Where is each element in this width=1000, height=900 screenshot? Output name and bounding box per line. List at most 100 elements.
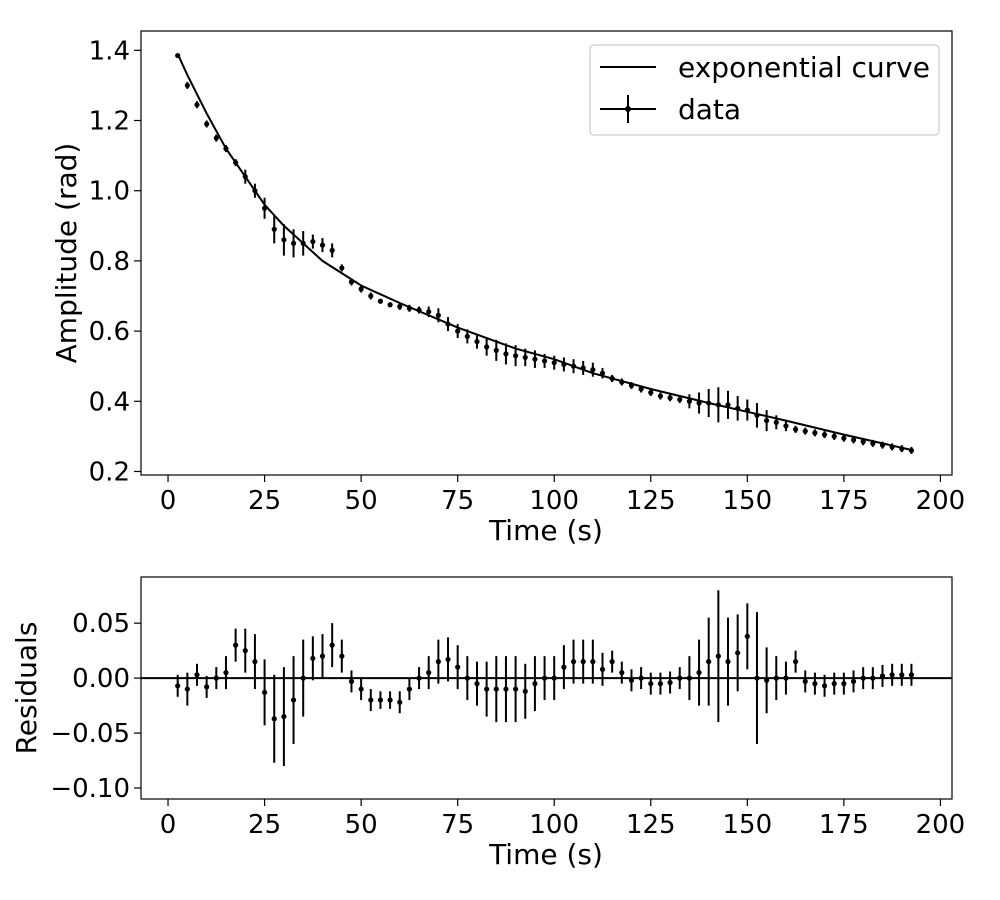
residuals-data-point: [841, 681, 847, 687]
residuals-x-tick-label: 75: [441, 810, 474, 840]
residuals-data-point: [764, 677, 770, 683]
residuals-data-point: [657, 681, 664, 687]
amplitude-data-point: [715, 402, 721, 408]
amplitude-data-point: [561, 361, 567, 368]
amplitude-data-point: [551, 360, 557, 366]
amplitude-data-point: [387, 302, 393, 308]
amplitude-data-point: [541, 358, 548, 364]
legend-frame: [589, 44, 940, 136]
amplitude-data-point: [397, 303, 403, 310]
amplitude-data-point: [677, 396, 683, 403]
amplitude-data-point: [783, 423, 789, 429]
amplitude-data-point: [474, 339, 480, 345]
amplitude-data-point: [764, 417, 770, 424]
amplitude-data-point: [194, 102, 200, 108]
amplitude-x-tick-label: 100: [529, 486, 579, 516]
amplitude-y-axis-label: Amplitude (rad): [50, 143, 83, 364]
amplitude-data-point: [667, 395, 673, 401]
amplitude-data-point: [870, 440, 876, 447]
amplitude-x-tick-label: 200: [916, 486, 966, 516]
amplitude-data-point: [329, 247, 335, 253]
residuals-data-point: [464, 675, 470, 681]
residuals-y-tick-label: −0.05: [50, 719, 130, 749]
amplitude-data-point: [339, 265, 345, 271]
legend-marker-swatch: [625, 106, 631, 112]
amplitude-data-point: [754, 412, 760, 418]
residuals-data-point: [213, 675, 219, 681]
data-points-layer: [175, 52, 915, 454]
residuals-data-point: [802, 678, 808, 685]
amplitude-data-point: [860, 439, 866, 445]
residuals-data-point: [261, 689, 268, 695]
amplitude-data-point: [628, 382, 635, 389]
amplitude-data-point: [522, 354, 528, 361]
amplitude-data-point: [735, 405, 741, 411]
amplitude-y-tick-label: 1.4: [89, 36, 130, 66]
residuals-panel: 0 25 50 75 100 125 150 175 200 −0.10 −0.05 0.00 0.05…: [10, 576, 965, 871]
amplitude-data-point: [744, 407, 750, 413]
amplitude-data-point: [493, 347, 499, 353]
amplitude-x-tick-label: 175: [819, 486, 869, 516]
amplitude-data-point: [204, 121, 210, 127]
residual-points-layer: [175, 590, 915, 767]
residuals-data-point: [551, 675, 557, 681]
amplitude-data-point: [455, 328, 461, 334]
residuals-data-point: [744, 633, 750, 639]
amplitude-data-point: [435, 312, 441, 318]
residuals-data-point: [686, 675, 692, 681]
residuals-data-point: [831, 681, 837, 687]
residuals-data-point: [667, 679, 673, 686]
residuals-data-point: [590, 659, 596, 665]
residuals-data-point: [561, 664, 567, 670]
amplitude-data-point: [233, 160, 239, 166]
amplitude-data-point: [281, 237, 287, 243]
residuals-y-axis-label: Residuals: [10, 622, 43, 755]
amplitude-data-point: [184, 82, 190, 89]
amplitude-data-point: [484, 344, 490, 350]
amplitude-data-point: [175, 52, 181, 59]
residuals-data-point: [484, 686, 490, 692]
residuals-data-point: [455, 664, 461, 670]
amplitude-y-tick-label: 1.2: [89, 107, 130, 137]
residuals-x-tick-label: 100: [529, 810, 579, 840]
residuals-data-point: [532, 681, 538, 687]
amplitude-data-point: [686, 398, 692, 404]
residuals-x-tick-label: 175: [819, 810, 869, 840]
residuals-data-point: [358, 686, 364, 692]
amplitude-y-tick-label: 0.8: [89, 247, 130, 277]
residuals-data-point: [580, 659, 586, 665]
residuals-data-point: [570, 659, 577, 665]
amplitude-x-axis-label: Time (s): [488, 514, 603, 547]
amplitude-data-point: [638, 386, 644, 392]
residuals-data-point: [339, 653, 345, 659]
residuals-data-point: [348, 678, 355, 685]
residuals-x-tick-label: 50: [345, 810, 378, 840]
residuals-data-point: [503, 686, 509, 692]
amplitude-data-point: [348, 279, 355, 285]
amplitude-data-point: [503, 351, 509, 357]
residuals-plot-frame: [140, 576, 953, 800]
residuals-data-point: [493, 686, 499, 692]
amplitude-data-point: [426, 309, 432, 315]
residuals-data-point: [194, 672, 200, 678]
residuals-data-point: [677, 675, 683, 681]
amplitude-data-point: [570, 363, 577, 369]
residuals-axes: 0 25 50 75 100 125 150 175 200 −0.10 −0.05 0.00 0.05: [50, 609, 965, 840]
amplitude-data-point: [850, 437, 857, 443]
amplitude-plot-frame: [140, 30, 953, 476]
residuals-data-point: [513, 686, 519, 692]
amplitude-data-point: [377, 298, 384, 304]
legend-entry-data: data: [678, 93, 741, 126]
legend: exponential curve data: [589, 44, 940, 136]
residuals-data-point: [812, 681, 818, 687]
residuals-data-point: [541, 675, 548, 681]
residuals-data-point: [368, 697, 374, 703]
residuals-data-point: [310, 655, 316, 661]
residuals-data-point: [860, 675, 866, 681]
amplitude-data-point: [706, 400, 712, 406]
residuals-data-point: [233, 642, 239, 648]
amplitude-data-point: [464, 333, 470, 339]
amplitude-y-tick-label: 0.6: [89, 317, 130, 347]
residuals-data-point: [599, 666, 606, 672]
